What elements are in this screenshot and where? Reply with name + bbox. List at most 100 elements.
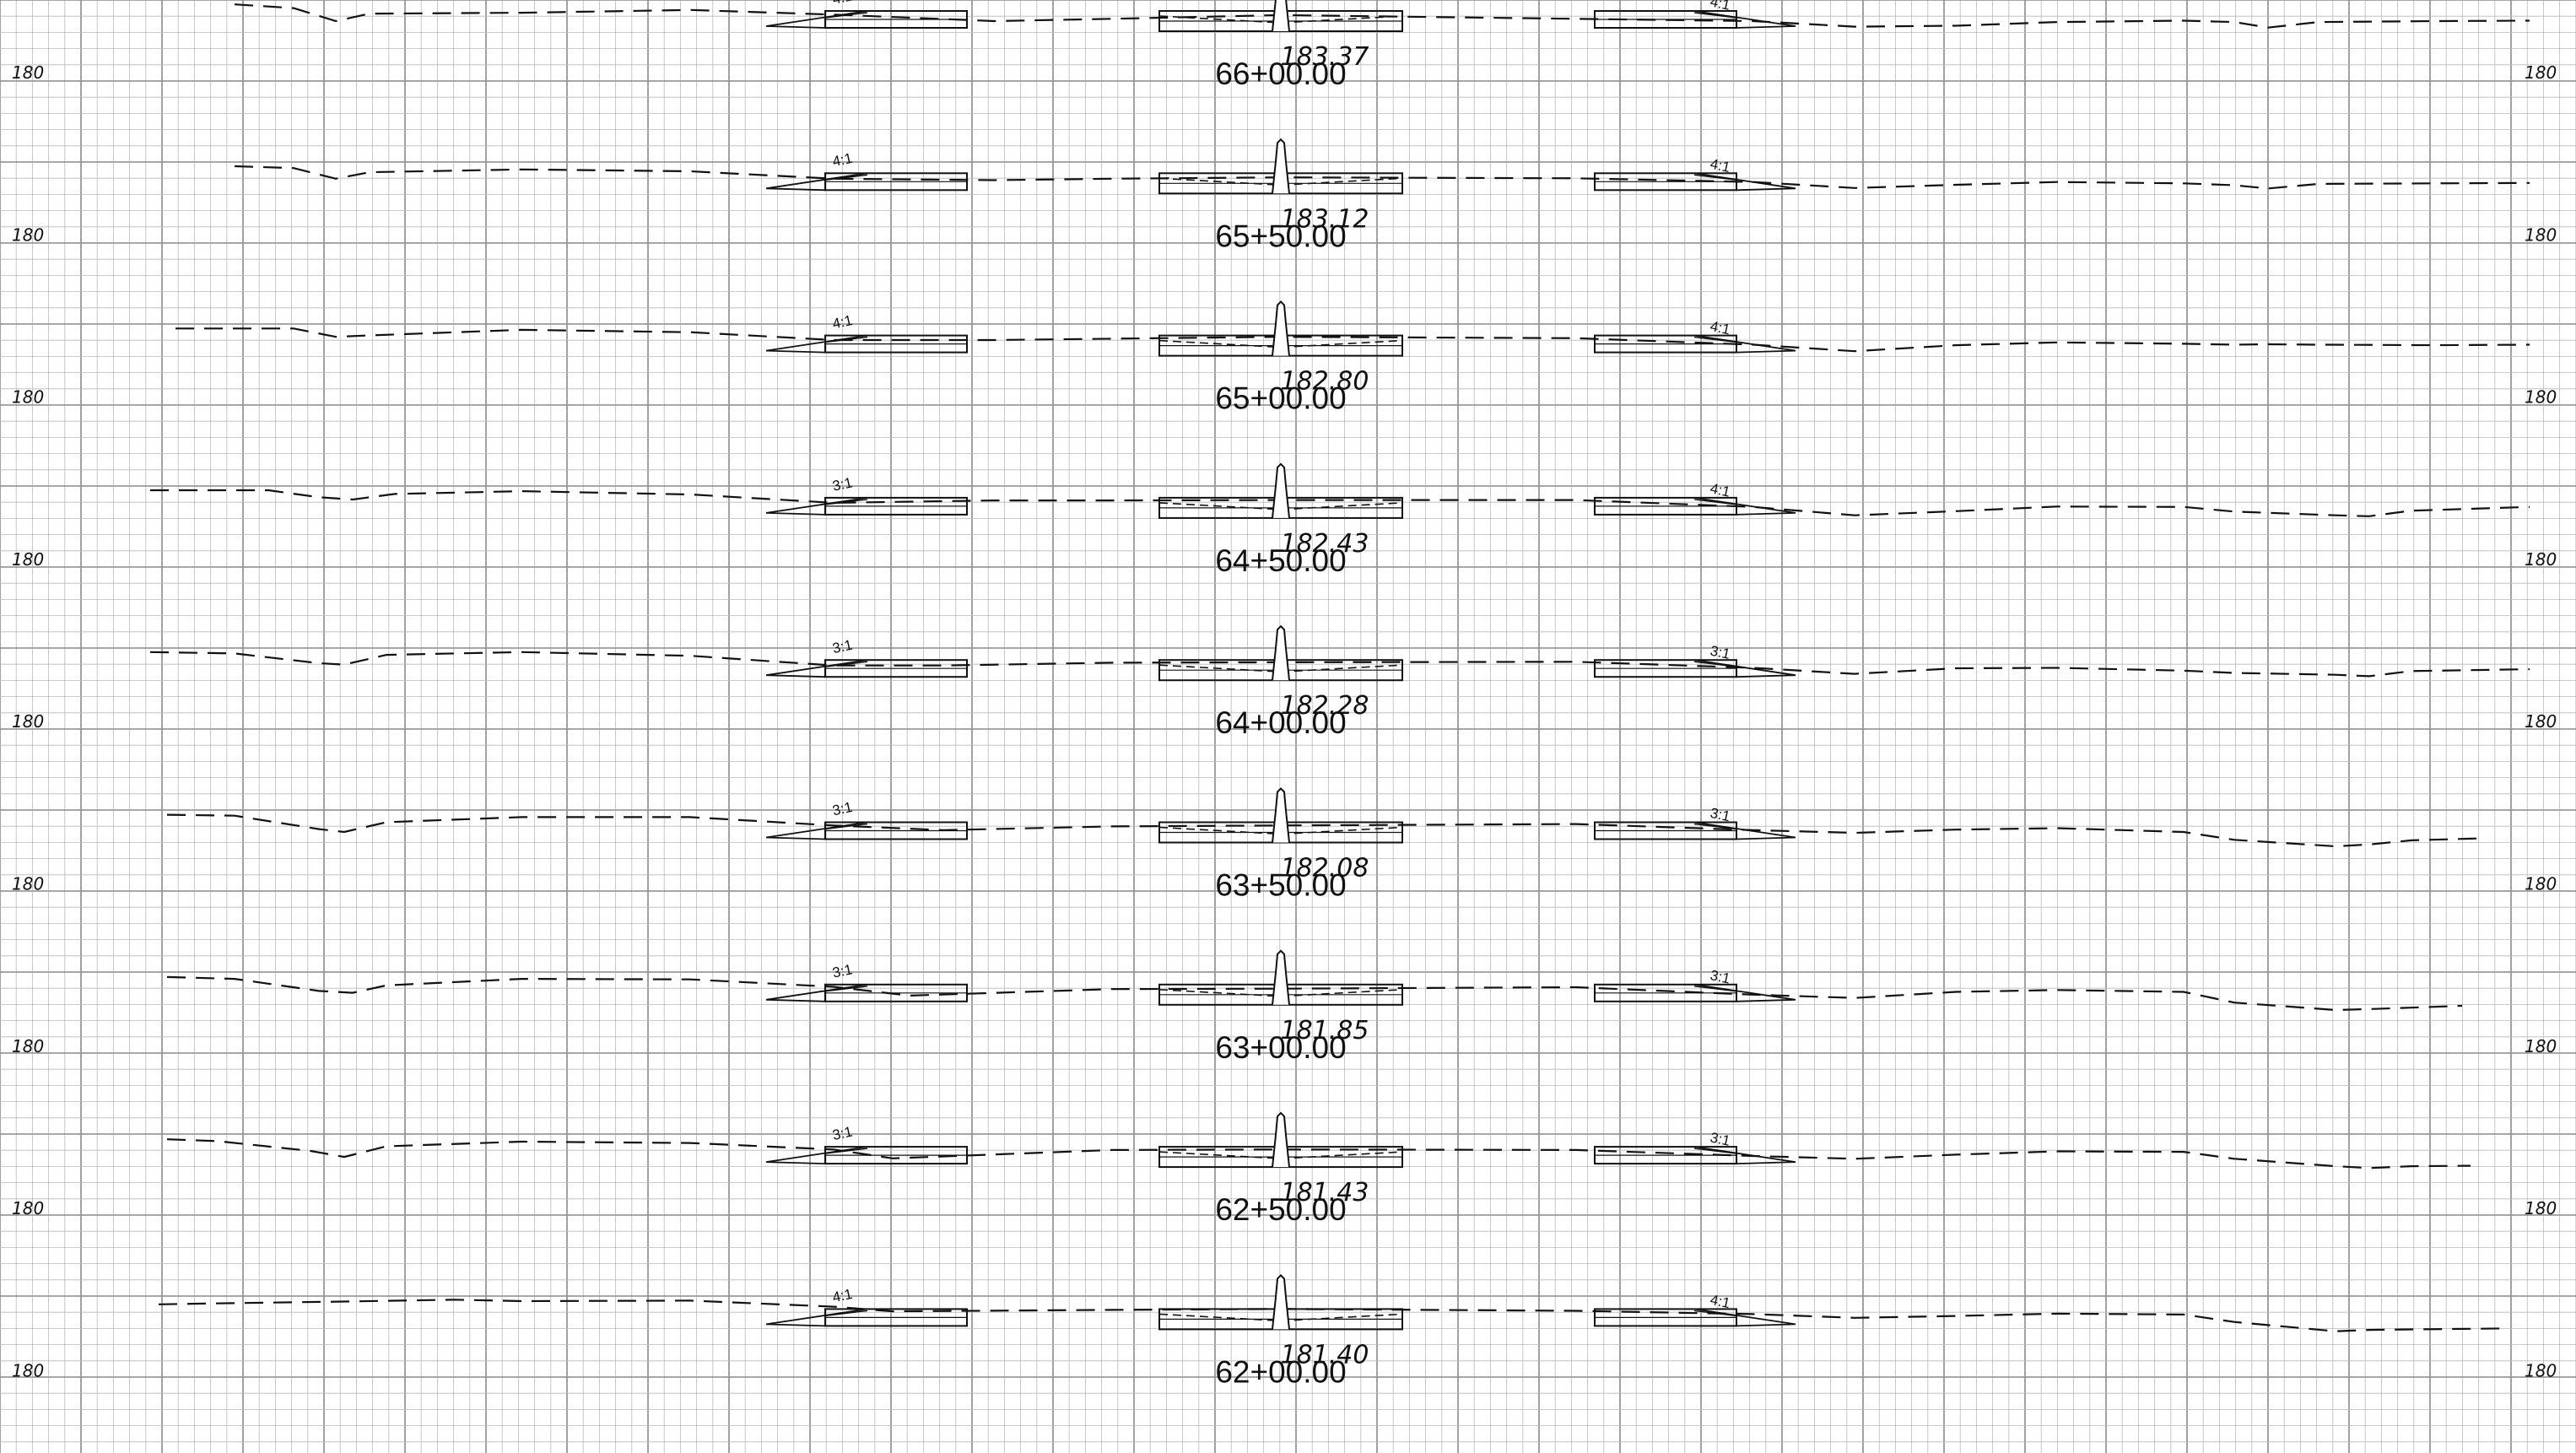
station-label: 62+00.00 [1215, 1354, 1346, 1389]
left-slope [765, 10, 868, 29]
right-slope-hatch [1693, 1310, 1737, 1317]
median-curb [1272, 1111, 1290, 1168]
right-elevation-label: 180 [2525, 1360, 2557, 1380]
left-slope-hatch [824, 1310, 868, 1317]
right-slope-hatch [1693, 12, 1737, 19]
left-slope-label: 4:1 [831, 1286, 854, 1306]
right-slope [1693, 1146, 1796, 1164]
right-slope-label: 3:1 [1709, 643, 1731, 663]
right-slope [1693, 983, 1796, 1002]
left-slope [765, 821, 868, 840]
left-elevation-label: 180 [12, 711, 44, 732]
median-curb [1272, 1273, 1290, 1330]
right-elevation-label: 180 [2525, 62, 2557, 83]
station-label: 65+50.00 [1215, 219, 1346, 253]
median-curb [1272, 462, 1290, 519]
right-slope-label: 3:1 [1709, 805, 1731, 825]
right-elevation-label: 180 [2525, 224, 2557, 245]
median-curb [1272, 624, 1290, 681]
left-slope-hatch [824, 986, 868, 992]
finished-grade-elevation: 183.37 [1281, 42, 1369, 72]
right-elevation-label: 180 [2525, 1198, 2557, 1218]
median-curb [1272, 138, 1290, 194]
median-curb [1272, 949, 1290, 1005]
left-slope-label: 3:1 [831, 1124, 854, 1144]
existing-ground-line [158, 1299, 2505, 1332]
existing-ground-line [234, 3, 2530, 29]
left-elevation-label: 180 [12, 1198, 44, 1218]
right-slope-hatch [1693, 986, 1737, 992]
right-slope-label: 4:1 [1709, 0, 1731, 14]
left-slope-hatch [824, 12, 868, 19]
left-slope-label: 4:1 [831, 150, 854, 170]
right-slope-hatch [1693, 336, 1737, 343]
right-slope-label: 4:1 [1709, 1292, 1731, 1312]
left-slope-label: 3:1 [831, 474, 854, 494]
right-elevation-label: 180 [2525, 874, 2557, 894]
median-curb [1272, 787, 1290, 843]
finished-grade-elevation: 183.12 [1281, 204, 1369, 234]
right-slope-hatch [1693, 661, 1737, 667]
left-slope-label: 3:1 [831, 799, 854, 819]
median-curb [1272, 0, 1290, 32]
right-slope-label: 4:1 [1709, 318, 1731, 338]
right-slope-hatch [1693, 499, 1737, 505]
left-slope [765, 983, 868, 1002]
left-elevation-label: 180 [12, 224, 44, 245]
station-label: 64+50.00 [1215, 543, 1346, 578]
existing-ground-line [166, 1138, 2471, 1169]
right-slope-label: 4:1 [1709, 156, 1731, 176]
median-curb [1272, 300, 1290, 356]
left-elevation-label: 180 [12, 62, 44, 83]
left-slope [765, 659, 868, 678]
left-elevation-label: 180 [12, 874, 44, 894]
left-slope-label: 4:1 [831, 0, 854, 8]
left-elevation-label: 180 [12, 387, 44, 408]
left-slope-hatch [824, 174, 868, 181]
left-elevation-label: 180 [12, 1036, 44, 1056]
right-slope-label: 3:1 [1709, 967, 1731, 987]
right-elevation-label: 180 [2525, 1036, 2557, 1056]
station-label: 66+00.00 [1215, 57, 1346, 91]
station-label: 65+00.00 [1215, 381, 1346, 416]
right-slope [1693, 10, 1796, 29]
right-slope [1693, 172, 1796, 192]
finished-grade-elevation: 182.08 [1281, 854, 1369, 883]
left-elevation-label: 180 [12, 1360, 44, 1380]
station-label: 64+00.00 [1215, 705, 1346, 740]
existing-ground-line [166, 813, 2480, 848]
finished-grade-elevation: 181.43 [1281, 1178, 1369, 1207]
station-label: 63+50.00 [1215, 868, 1346, 903]
left-slope [765, 1308, 868, 1327]
station-label: 63+00.00 [1215, 1030, 1346, 1065]
left-slope-hatch [824, 661, 868, 667]
left-slope [765, 172, 868, 192]
right-slope [1693, 334, 1796, 354]
station-label: 62+50.00 [1215, 1192, 1346, 1227]
finished-grade-elevation: 182.80 [1281, 367, 1369, 397]
right-slope [1693, 1308, 1796, 1327]
existing-ground-line [234, 165, 2530, 190]
finished-grade-elevation: 181.85 [1281, 1016, 1369, 1045]
right-slope [1693, 659, 1796, 678]
left-slope [765, 334, 868, 354]
left-slope-label: 3:1 [831, 961, 854, 981]
existing-ground-line [166, 975, 2463, 1012]
finished-grade-elevation: 182.43 [1281, 529, 1369, 559]
right-slope-hatch [1693, 823, 1737, 830]
right-slope-label: 4:1 [1709, 480, 1731, 500]
right-slope-hatch [1693, 174, 1737, 181]
right-slope-hatch [1693, 1148, 1737, 1154]
finished-grade-elevation: 181.40 [1281, 1340, 1369, 1369]
existing-ground-line [149, 651, 2530, 678]
left-slope-label: 4:1 [831, 312, 854, 332]
left-elevation-label: 180 [12, 549, 44, 570]
